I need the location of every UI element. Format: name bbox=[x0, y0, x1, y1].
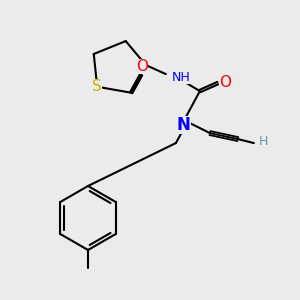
Text: S: S bbox=[92, 79, 102, 94]
Text: N: N bbox=[177, 116, 191, 134]
Text: O: O bbox=[136, 59, 148, 74]
Text: NH: NH bbox=[172, 70, 190, 84]
Text: H: H bbox=[259, 135, 268, 148]
Text: O: O bbox=[219, 75, 231, 90]
